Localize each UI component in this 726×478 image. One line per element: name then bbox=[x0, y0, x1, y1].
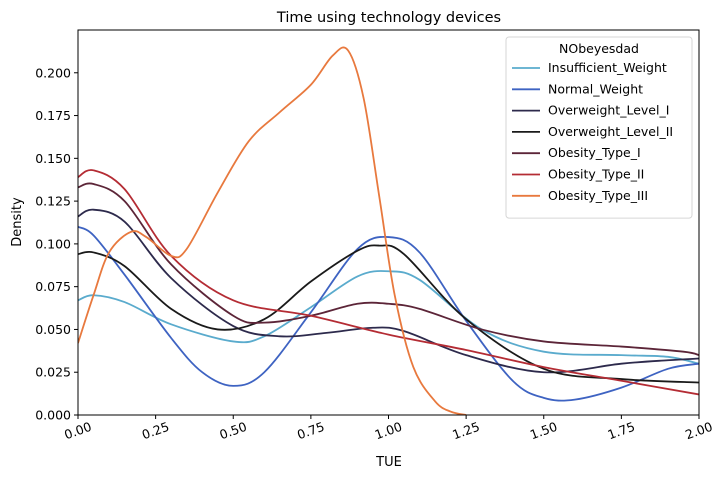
legend-label: Obesity_Type_II bbox=[548, 167, 644, 182]
series-line-normal-weight bbox=[78, 225, 699, 402]
y-tick-label: 0.200 bbox=[35, 65, 71, 80]
y-tick-label: 0.075 bbox=[35, 279, 71, 294]
y-tick-label: 0.050 bbox=[35, 322, 71, 337]
series-line-obesity-type-i bbox=[78, 182, 699, 356]
legend-label: Overweight_Level_I bbox=[548, 103, 669, 118]
y-tick-label: 0.000 bbox=[35, 408, 71, 423]
series-line-obesity-type-ii bbox=[78, 169, 699, 396]
series-line-overweight-level-i bbox=[78, 208, 699, 374]
legend-title: NObeyesdad bbox=[559, 41, 639, 56]
x-tick-label: 0.75 bbox=[295, 419, 326, 443]
y-tick-label: 0.125 bbox=[35, 194, 71, 209]
series-line-insufficient-weight bbox=[78, 270, 699, 365]
legend: NObeyesdad Insufficient_Weight Normal_Weig… bbox=[505, 36, 693, 219]
legend-label: Overweight_Level_II bbox=[548, 124, 673, 139]
y-axis-label: Density bbox=[10, 197, 25, 247]
x-axis-label: TUE bbox=[375, 455, 402, 470]
x-tick-label: 1.75 bbox=[606, 419, 637, 443]
y-tick-label: 0.025 bbox=[35, 365, 71, 380]
x-tick-label: 1.00 bbox=[373, 419, 404, 443]
series-lines bbox=[78, 46, 699, 415]
series-line-obesity-type-iii bbox=[78, 46, 467, 415]
chart-title: Time using technology devices bbox=[276, 10, 501, 26]
legend-box bbox=[505, 36, 693, 219]
x-tick-label: 0.25 bbox=[140, 419, 171, 443]
series-line-overweight-level-ii bbox=[78, 244, 699, 384]
y-tick-label: 0.100 bbox=[35, 236, 71, 251]
x-tick-label: 0.50 bbox=[217, 419, 248, 443]
x-tick-label: 2.00 bbox=[683, 419, 714, 443]
legend-label: Insufficient_Weight bbox=[548, 60, 667, 75]
legend-label: Obesity_Type_III bbox=[548, 188, 648, 203]
y-tick-label: 0.150 bbox=[35, 151, 71, 166]
legend-label: Obesity_Type_I bbox=[548, 145, 641, 160]
x-tick-label: 1.25 bbox=[450, 419, 481, 443]
legend-label: Normal_Weight bbox=[548, 81, 643, 96]
x-tick-label: 1.50 bbox=[528, 419, 559, 443]
y-tick-label: 0.175 bbox=[35, 108, 71, 123]
